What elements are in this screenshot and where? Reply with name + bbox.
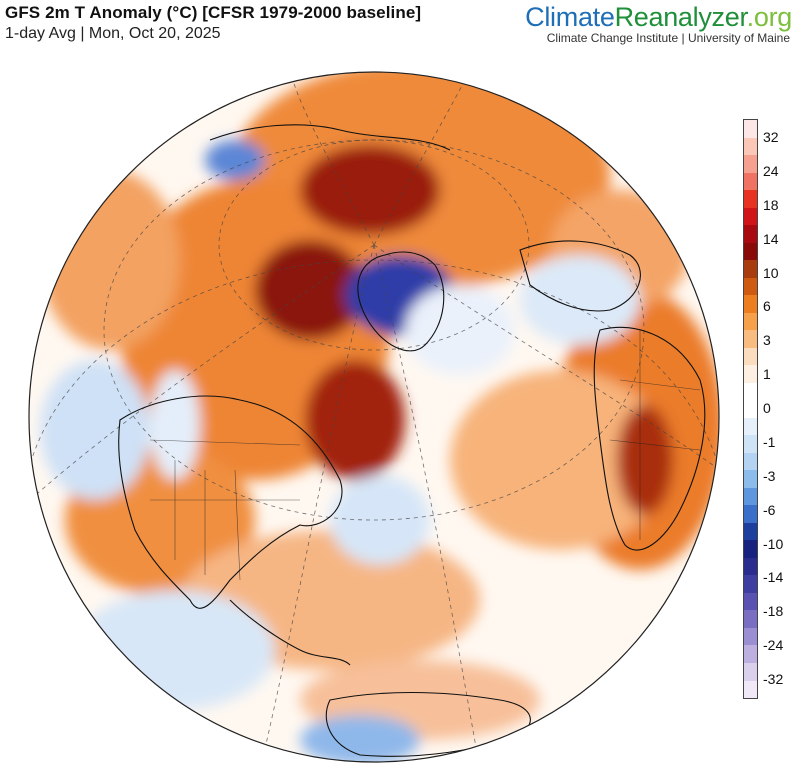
colorbar-swatch xyxy=(744,347,757,366)
colorbar-label: -6 xyxy=(763,501,776,518)
colorbar-swatch xyxy=(744,295,757,313)
colorbar-swatch xyxy=(744,575,757,593)
cold-region-south-america xyxy=(300,715,420,762)
colorbar-label: -3 xyxy=(763,467,776,484)
brand-name: ClimateReanalyzer.org xyxy=(525,2,792,32)
cold-region-kamchatka xyxy=(205,140,265,180)
colorbar-swatch xyxy=(744,592,757,611)
colorbar-label: -1 xyxy=(763,433,776,450)
colorbar-legend: 32 24 18 14 10 6 3 1 0 -1 -3 -6 -10 -14 -18 -24 -32 xyxy=(741,119,799,699)
colorbar-swatch xyxy=(744,207,757,226)
colorbar-swatch xyxy=(744,662,757,681)
colorbar-swatch xyxy=(744,680,757,699)
colorbar-swatch xyxy=(744,172,757,191)
cool-region-tropical-pacific xyxy=(75,590,275,710)
colorbar-swatch xyxy=(744,610,757,628)
colorbar-swatch xyxy=(744,365,757,383)
colorbar-swatch xyxy=(744,277,757,296)
brand-logo[interactable]: ClimateReanalyzer.org Climate Change Ins… xyxy=(525,2,792,45)
colorbar-label: 14 xyxy=(763,230,779,247)
siberia-coast xyxy=(209,124,451,151)
hot-region-central-africa xyxy=(617,405,673,515)
cool-region-north-atlantic xyxy=(405,285,515,375)
colorbar-label: 18 xyxy=(763,196,779,213)
cool-region-europe xyxy=(520,255,640,345)
colorbar-label: -24 xyxy=(763,637,784,654)
globe-outline xyxy=(28,71,720,763)
colorbar-swatch xyxy=(744,417,757,436)
colorbar-swatch xyxy=(744,382,757,401)
colorbar-swatch xyxy=(744,487,757,506)
colorbar-label: 24 xyxy=(763,162,779,179)
central-america-outline xyxy=(229,599,351,666)
colorbar-label: 1 xyxy=(763,366,771,383)
colorbar-swatch xyxy=(744,645,757,663)
colorbar-swatch xyxy=(744,452,757,471)
colorbar-swatch xyxy=(744,225,757,243)
colorbar xyxy=(743,119,758,699)
colorbar-swatch xyxy=(744,312,757,331)
europe-outline xyxy=(519,240,641,312)
greenland-outline xyxy=(357,251,445,352)
graticule xyxy=(29,72,719,762)
hot-region-siberia xyxy=(300,145,440,235)
africa-outline xyxy=(593,326,706,551)
colorbar-swatch xyxy=(744,627,757,646)
borders xyxy=(149,330,701,581)
map-title: GFS 2m T Anomaly (°C) [CFSR 1979-2000 ba… xyxy=(5,3,422,22)
colorbar-swatch xyxy=(744,260,757,278)
colorbar-label: 3 xyxy=(763,332,771,349)
cool-region-atlantic xyxy=(330,475,430,565)
warm-region-pacific xyxy=(40,170,180,350)
colorbar-label: -14 xyxy=(763,569,784,586)
colorbar-swatch xyxy=(744,242,757,261)
colorbar-swatch xyxy=(744,190,757,208)
map-subtitle: 1-day Avg | Mon, Oct 20, 2025 xyxy=(5,25,221,42)
colorbar-swatch xyxy=(744,557,757,576)
cool-region-east-pacific xyxy=(40,360,150,500)
colorbar-swatch xyxy=(744,522,757,541)
colorbar-labels: 32 24 18 14 10 6 3 1 0 -1 -3 -6 -10 -14 -18 -24 -32 xyxy=(763,119,800,699)
colorbar-label: 10 xyxy=(763,264,779,281)
colorbar-swatch xyxy=(744,120,757,138)
north-america-outline xyxy=(118,395,343,609)
colorbar-swatch xyxy=(744,330,757,348)
colorbar-swatch xyxy=(744,540,757,558)
hot-region-canadian-arctic xyxy=(255,240,365,340)
colorbar-swatch xyxy=(744,155,757,173)
colorbar-label: 0 xyxy=(763,400,771,416)
colorbar-swatch xyxy=(744,400,757,418)
colorbar-label: -10 xyxy=(763,535,784,552)
colorbar-swatch xyxy=(744,137,757,156)
brand-subtitle: Climate Change Institute | University of… xyxy=(546,31,790,45)
colorbar-swatch xyxy=(744,505,757,523)
hot-region-hudson xyxy=(305,360,405,480)
colorbar-label: 6 xyxy=(763,298,771,315)
colorbar-swatch xyxy=(744,470,757,488)
colorbar-label: -18 xyxy=(763,603,784,620)
colorbar-swatch xyxy=(744,435,757,453)
colorbar-label: -32 xyxy=(763,671,784,687)
colorbar-label: 32 xyxy=(763,129,779,145)
